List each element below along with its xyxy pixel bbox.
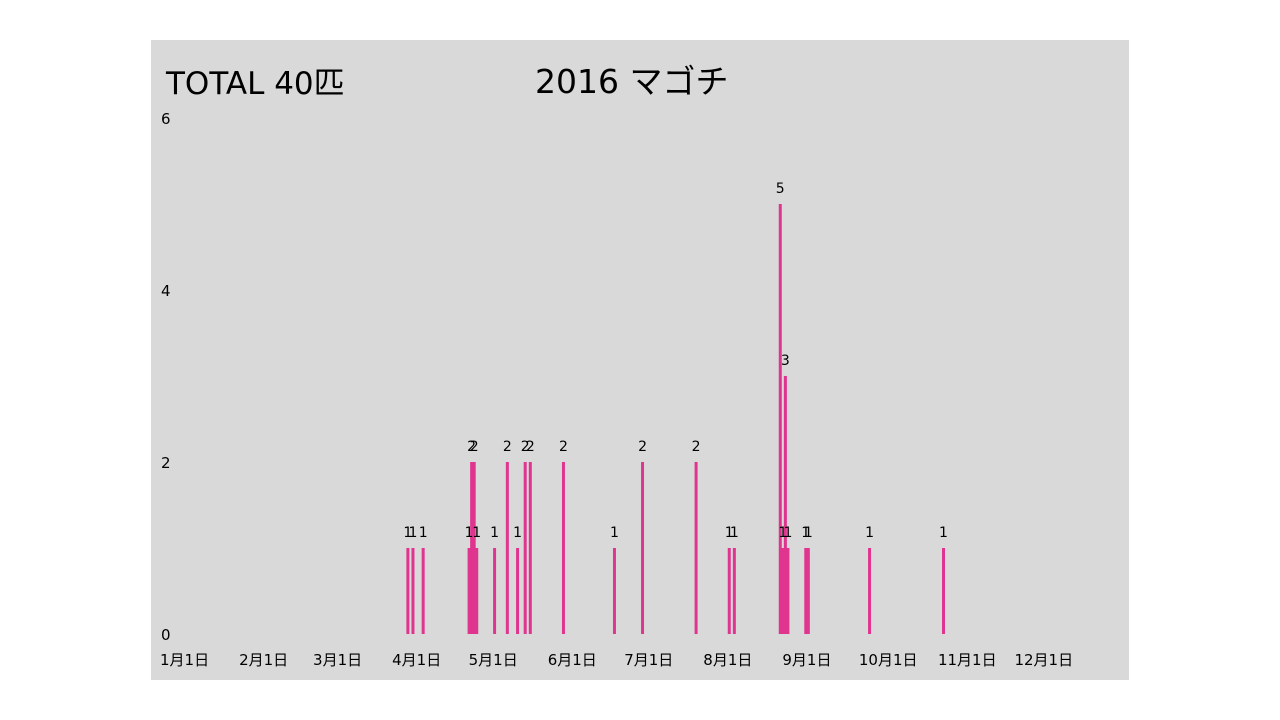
bar bbox=[804, 548, 808, 634]
bar-value-label: 1 bbox=[730, 525, 739, 541]
bar bbox=[421, 548, 425, 634]
chart-panel: TOTAL 40匹 2016 マゴチ 0 2 4 6 1月1日 2月1日 3月1日 4月1日… bbox=[151, 40, 1129, 680]
bar-value-label: 1 bbox=[610, 525, 619, 541]
bar bbox=[475, 548, 479, 634]
bar bbox=[781, 548, 785, 634]
x-tick-label: 6月1日 bbox=[548, 651, 597, 669]
bar-value-label: 1 bbox=[865, 525, 874, 541]
x-tick-label: 7月1日 bbox=[624, 651, 673, 669]
bar-series bbox=[406, 204, 946, 634]
bar bbox=[516, 548, 520, 634]
bar bbox=[727, 548, 731, 634]
bar-value-label: 1 bbox=[513, 525, 522, 541]
total-count-label: TOTAL 40匹 bbox=[166, 66, 345, 102]
bar-value-label: 1 bbox=[939, 525, 948, 541]
bar-value-label: 1 bbox=[778, 525, 787, 541]
bar-value-label: 1 bbox=[472, 525, 481, 541]
bar-value-label: 1 bbox=[419, 525, 428, 541]
bar bbox=[612, 548, 616, 634]
x-tick-label: 10月1日 bbox=[859, 651, 918, 669]
bar bbox=[561, 462, 565, 634]
bar-value-label: 1 bbox=[783, 525, 792, 541]
chart-title: 2016 マゴチ bbox=[535, 62, 729, 101]
bar bbox=[406, 548, 410, 634]
y-tick-label: 4 bbox=[161, 282, 171, 300]
bar bbox=[528, 462, 532, 634]
bar bbox=[411, 548, 415, 634]
bar-value-label: 1 bbox=[804, 525, 813, 541]
x-axis: 1月1日 2月1日 3月1日 4月1日 5月1日 6月1日 7月1日 8月1日 9月1日 10月1… bbox=[160, 651, 1073, 669]
y-tick-label: 0 bbox=[161, 626, 171, 644]
bar-chart: 0 2 4 6 1月1日 2月1日 3月1日 4月1日 5月1日 6月1日 7月1日 8月1日 9月1… bbox=[160, 110, 1073, 669]
bar bbox=[505, 462, 509, 634]
bar bbox=[806, 548, 810, 634]
bar-value-label: 1 bbox=[801, 525, 810, 541]
bar-value-label: 2 bbox=[521, 439, 530, 455]
bar-value-label: 2 bbox=[467, 439, 476, 455]
bar bbox=[472, 462, 476, 634]
x-tick-label: 3月1日 bbox=[313, 651, 362, 669]
bar-value-label: 2 bbox=[470, 439, 479, 455]
bar-value-label: 5 bbox=[776, 181, 785, 197]
bar-value-label: 2 bbox=[503, 439, 512, 455]
y-axis: 0 2 4 6 bbox=[161, 110, 171, 644]
bar bbox=[470, 462, 474, 634]
bar-value-label: 1 bbox=[403, 525, 412, 541]
bar bbox=[868, 548, 872, 634]
bar-value-label: 2 bbox=[638, 439, 647, 455]
bar-value-label: 2 bbox=[692, 439, 701, 455]
bar bbox=[778, 204, 782, 634]
x-tick-label: 4月1日 bbox=[392, 651, 441, 669]
bar bbox=[694, 462, 698, 634]
x-tick-label: 12月1日 bbox=[1014, 651, 1073, 669]
bar bbox=[523, 462, 527, 634]
bar bbox=[641, 462, 645, 634]
bar bbox=[786, 548, 790, 634]
bar-value-label: 3 bbox=[781, 353, 790, 369]
x-tick-label: 1月1日 bbox=[160, 651, 209, 669]
y-tick-label: 2 bbox=[161, 454, 171, 472]
bar-value-label: 1 bbox=[409, 525, 418, 541]
bar-value-label: 1 bbox=[465, 525, 474, 541]
x-tick-label: 2月1日 bbox=[239, 651, 288, 669]
bar bbox=[783, 376, 787, 634]
bar bbox=[467, 548, 471, 634]
x-tick-label: 9月1日 bbox=[782, 651, 831, 669]
x-tick-label: 11月1日 bbox=[938, 651, 997, 669]
bar bbox=[732, 548, 736, 634]
bar-value-label: 1 bbox=[490, 525, 499, 541]
y-tick-label: 6 bbox=[161, 110, 171, 128]
bar-value-label: 2 bbox=[526, 439, 535, 455]
x-tick-label: 8月1日 bbox=[703, 651, 752, 669]
bar-value-label: 2 bbox=[559, 439, 568, 455]
bar bbox=[493, 548, 497, 634]
x-tick-label: 5月1日 bbox=[469, 651, 518, 669]
bar bbox=[942, 548, 946, 634]
bar-value-label: 1 bbox=[725, 525, 734, 541]
